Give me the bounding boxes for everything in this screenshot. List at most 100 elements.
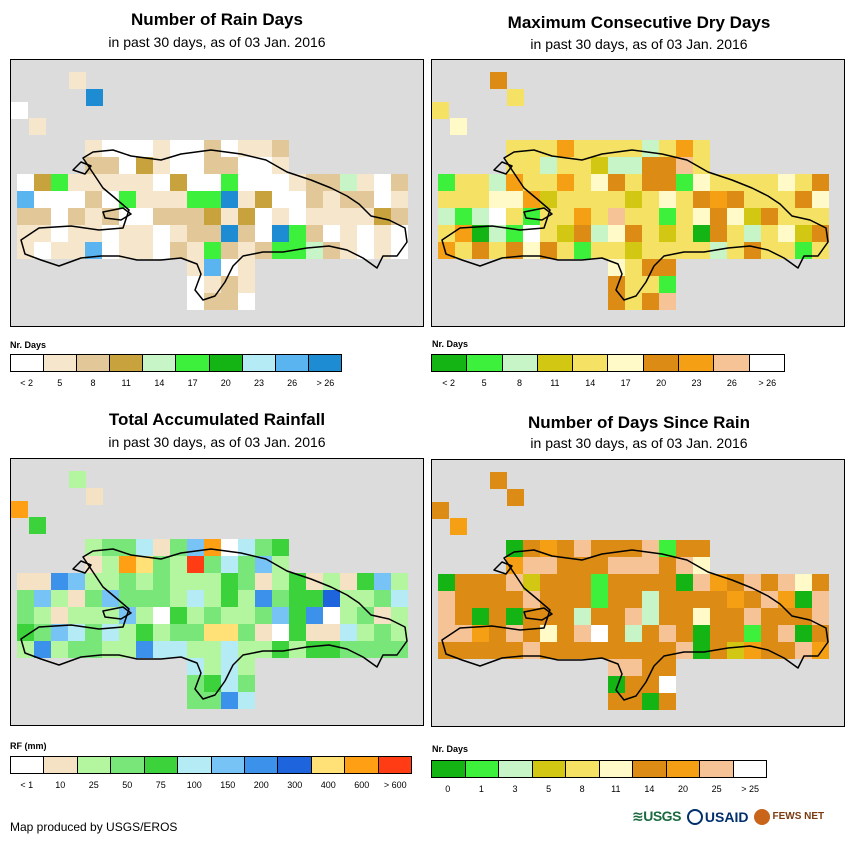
legend-swatch: [11, 757, 45, 773]
grid-cell: [34, 191, 51, 208]
grid-cell: [795, 174, 812, 191]
grid-cell: [51, 208, 68, 225]
grid-cell: [136, 225, 153, 242]
grid-cell: [472, 642, 489, 659]
grid-cell: [238, 293, 255, 310]
grid-cell: [34, 573, 51, 590]
grid-cell: [659, 225, 676, 242]
grid-cell: [238, 140, 255, 157]
grid-cell: [153, 556, 170, 573]
grid-cell: [187, 242, 204, 259]
panel-4-title: Number of Days Since Rain: [527, 413, 750, 432]
grid-cell: [557, 608, 574, 625]
grid-cell: [490, 72, 507, 89]
grid-cell: [17, 624, 34, 641]
grid-cell: [438, 625, 455, 642]
grid-cell: [506, 540, 523, 557]
grid-cell: [221, 208, 238, 225]
grid-cell: [676, 608, 693, 625]
grid-cell: [357, 242, 374, 259]
grid-cell: [272, 573, 289, 590]
grid-cell: [238, 191, 255, 208]
grid-cell: [557, 540, 574, 557]
grid-cell: [136, 590, 153, 607]
grid-cell: [136, 573, 153, 590]
legend-swatch: [573, 355, 609, 371]
legend-swatch: [244, 757, 279, 773]
grid-cell: [642, 225, 659, 242]
grid-cell: [340, 607, 357, 624]
grid-cell: [795, 242, 812, 259]
grid-cell: [86, 488, 103, 505]
grid-cell: [506, 557, 523, 574]
grid-cell: [34, 641, 51, 658]
grid-cell: [455, 608, 472, 625]
grid-cell: [85, 624, 102, 641]
grid-cell: [187, 590, 204, 607]
grid-cell: [778, 608, 795, 625]
grid-cell: [710, 225, 727, 242]
grid-cell: [17, 191, 34, 208]
grid-cell: [29, 118, 46, 135]
grid-cell: [374, 242, 391, 259]
grid-cell: [693, 591, 710, 608]
grid-cell: [357, 573, 374, 590]
legend-swatch: [432, 355, 468, 371]
grid-cell: [204, 692, 221, 709]
grid-cell: [221, 539, 238, 556]
grid-cell: [591, 208, 608, 225]
grid-cell: [523, 208, 540, 225]
grid-cell: [574, 157, 591, 174]
usaid-seal-icon: [686, 808, 703, 825]
grid-cell: [306, 624, 323, 641]
legend-swatch: [11, 355, 45, 371]
grid-cell: [642, 642, 659, 659]
grid-cell: [119, 191, 136, 208]
grid-cell: [591, 591, 608, 608]
legend-tick-label: 25: [711, 784, 722, 794]
grid-cell: [51, 641, 68, 658]
panel-4-subtitle: in past 30 days, as of 03 Jan. 2016: [530, 435, 748, 451]
grid-cell: [272, 174, 289, 191]
grid-cell: [455, 574, 472, 591]
grid-cell: [204, 607, 221, 624]
grid-cell: [455, 208, 472, 225]
grid-cell: [374, 573, 391, 590]
grid-cell: [608, 625, 625, 642]
grid-cell: [625, 208, 642, 225]
grid-cell: [710, 608, 727, 625]
grid-cell: [591, 608, 608, 625]
grid-cell: [170, 242, 187, 259]
legend-swatch: [178, 757, 212, 773]
panel-3-map-svg: [11, 471, 408, 709]
grid-cell: [625, 259, 642, 276]
legend-swatch: [311, 757, 346, 773]
grid-cell: [450, 518, 467, 535]
grid-cell: [693, 242, 710, 259]
grid-cell: [170, 191, 187, 208]
panel-2-subtitle: in past 30 days, as of 03 Jan. 2016: [530, 36, 748, 52]
isle-outline: [72, 560, 92, 574]
grid-cell: [170, 590, 187, 607]
legend-tick-label: < 1: [20, 780, 34, 790]
grid-cell: [608, 242, 625, 259]
grid-cell: [761, 574, 778, 591]
isle-outline: [493, 161, 513, 175]
grid-cell: [676, 208, 693, 225]
grid-cell: [289, 607, 306, 624]
grid-cell: [85, 590, 102, 607]
grid-cell: [17, 208, 34, 225]
legend-swatch: [77, 757, 112, 773]
grid-cell: [255, 174, 272, 191]
grid-cell: [272, 539, 289, 556]
grid-cell: [221, 191, 238, 208]
grid-cell: [170, 607, 187, 624]
grid-cell: [306, 242, 323, 259]
grid-cell: [557, 225, 574, 242]
grid-cell: [625, 642, 642, 659]
grid-cell: [540, 557, 557, 574]
grid-cell: [272, 641, 289, 658]
grid-cell: [523, 174, 540, 191]
grid-cell: [221, 140, 238, 157]
grid-cell: [187, 225, 204, 242]
